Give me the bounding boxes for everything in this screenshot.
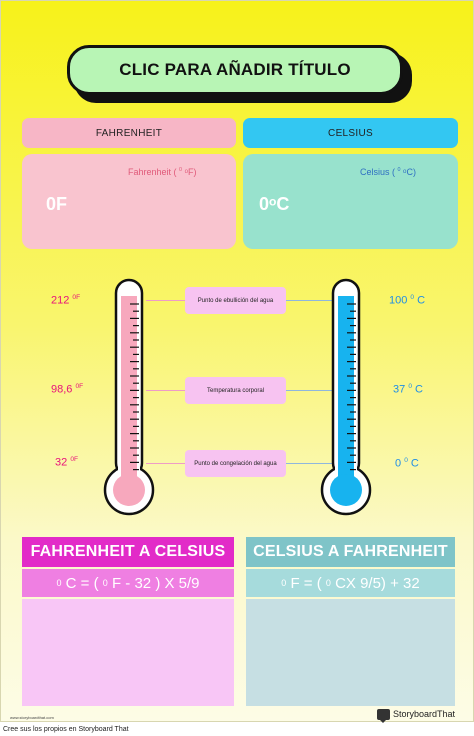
scale-left-freezing: 32 0F bbox=[55, 456, 79, 469]
celsius-header: CELSIUS bbox=[243, 118, 458, 148]
scale-right-boiling: 100 0 C bbox=[389, 294, 426, 307]
brand-name: StoryboardThat bbox=[393, 709, 456, 719]
connector-line bbox=[286, 390, 334, 391]
fahrenheit-unit-label: Fahrenheit ( 0 ᵒF) bbox=[128, 167, 197, 177]
speech-bubble-icon bbox=[377, 708, 390, 723]
label-body-temperature: Temperatura corporal bbox=[185, 377, 286, 404]
fahrenheit-thermometer bbox=[103, 278, 155, 516]
connector-line bbox=[146, 463, 186, 464]
celsius-unit-label: Celsius ( 0 ᵒC) bbox=[360, 167, 416, 177]
fahrenheit-header: FAHRENHEIT bbox=[22, 118, 236, 148]
scale-left-boiling: 212 0F bbox=[51, 294, 81, 307]
storyboardthat-logo: StoryboardThat bbox=[377, 707, 456, 723]
fahrenheit-box: Fahrenheit ( 0 ᵒF) 0F bbox=[22, 154, 236, 249]
label-freezing-point: Punto de congelación del agua bbox=[185, 450, 286, 477]
connector-line bbox=[286, 300, 334, 301]
f-to-c-formula: 0 C = ( 0 F - 32 ) X 5/9 bbox=[22, 569, 234, 597]
scale-left-body: 98,6 0F bbox=[51, 383, 84, 396]
label-boiling-point: Punto de ebullición del agua bbox=[185, 287, 286, 314]
scale-right-freezing: 0 0 C bbox=[395, 457, 419, 470]
fahrenheit-value: 0F bbox=[46, 194, 68, 214]
poster-title[interactable]: CLIC PARA AÑADIR TÍTULO bbox=[67, 45, 403, 95]
celsius-box: Celsius ( 0 ᵒC) 0ᵒC bbox=[243, 154, 458, 249]
c-to-f-title: CELSIUS A FAHRENHEIT bbox=[246, 537, 455, 567]
f-to-c-work-area[interactable] bbox=[22, 599, 234, 706]
celsius-thermometer bbox=[320, 278, 372, 516]
connector-line bbox=[286, 463, 334, 464]
f-to-c-title: FAHRENHEIT A CELSIUS bbox=[22, 537, 234, 567]
footer-credit: Cree sus los propios en Storyboard That bbox=[3, 726, 129, 733]
credit-url: www.storyboardthat.com bbox=[10, 715, 54, 720]
c-to-f-work-area[interactable] bbox=[246, 599, 455, 706]
c-to-f-formula: 0 F = ( 0 CX 9/5) + 32 bbox=[246, 569, 455, 597]
celsius-value: 0ᵒC bbox=[259, 194, 290, 214]
connector-line bbox=[146, 300, 186, 301]
connector-line bbox=[146, 390, 186, 391]
scale-right-body: 37 0 C bbox=[393, 383, 423, 396]
